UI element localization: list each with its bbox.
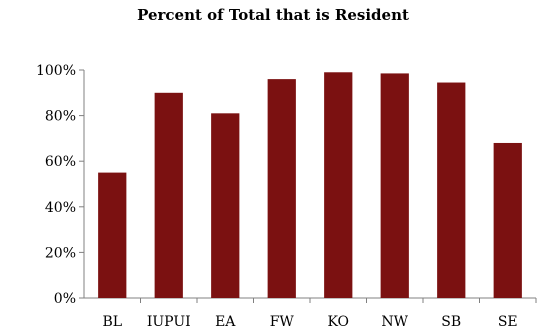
chart-title: Percent of Total that is Resident (137, 6, 409, 24)
bar-sb (437, 82, 466, 298)
x-tick-label-sb: SB (441, 314, 461, 330)
x-tick-label-ko: KO (327, 314, 349, 330)
axis-layer (79, 69, 537, 303)
bars-layer (98, 72, 522, 299)
bar-bl (98, 172, 127, 298)
y-tick-label: 20% (45, 245, 76, 261)
x-tick-label-nw: NW (381, 314, 408, 330)
bar-ea (211, 113, 240, 298)
x-tick-label-se: SE (498, 314, 518, 330)
bar-iupui (154, 92, 183, 298)
x-tick-label-ea: EA (215, 314, 236, 330)
labels-layer: 0% 20% 40% 60% 80% 100% BL IUPUI EA FW KO NW SB SE (36, 63, 518, 330)
x-tick-label-bl: BL (102, 314, 122, 330)
x-tick-label-iupui: IUPUI (147, 314, 191, 330)
bar-nw (380, 73, 409, 298)
y-tick-label: 0% (54, 291, 76, 307)
y-tick-label: 60% (45, 154, 76, 170)
y-tick-label: 40% (45, 200, 76, 216)
bar-ko (324, 72, 353, 298)
bar-se (493, 142, 522, 298)
bar-fw (267, 79, 296, 299)
y-tick-label: 80% (45, 109, 76, 125)
x-tick-label-fw: FW (270, 314, 295, 330)
y-tick-label: 100% (36, 63, 76, 79)
